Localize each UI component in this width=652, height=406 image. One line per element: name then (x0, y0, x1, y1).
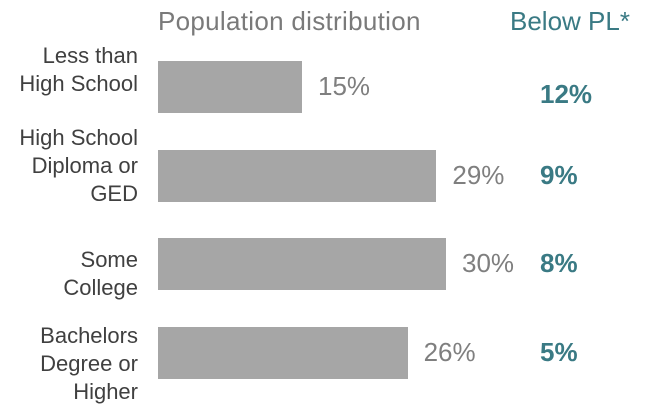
chart-title: Population distribution (158, 6, 421, 36)
bar (158, 238, 446, 290)
bar (158, 61, 302, 113)
category-label: Some College (63, 247, 138, 300)
below-pl-column-title: Below PL* (510, 6, 630, 36)
category-label: Less than High School (19, 43, 138, 96)
below-pl-value: 12% (540, 79, 593, 109)
below-pl-value: 5% (540, 337, 578, 367)
bar-value-label: 30% (462, 248, 515, 278)
bar (158, 150, 437, 202)
below-pl-value: 9% (540, 160, 578, 190)
bar-value-label: 29% (452, 160, 505, 190)
category-label: High School Diploma or GED (19, 125, 138, 206)
bar-value-label: 26% (423, 337, 476, 367)
below-pl-value: 8% (540, 248, 578, 278)
bar (158, 327, 408, 379)
category-label: Bachelors Degree or Higher (40, 323, 138, 404)
bar-value-label: 15% (318, 71, 371, 101)
